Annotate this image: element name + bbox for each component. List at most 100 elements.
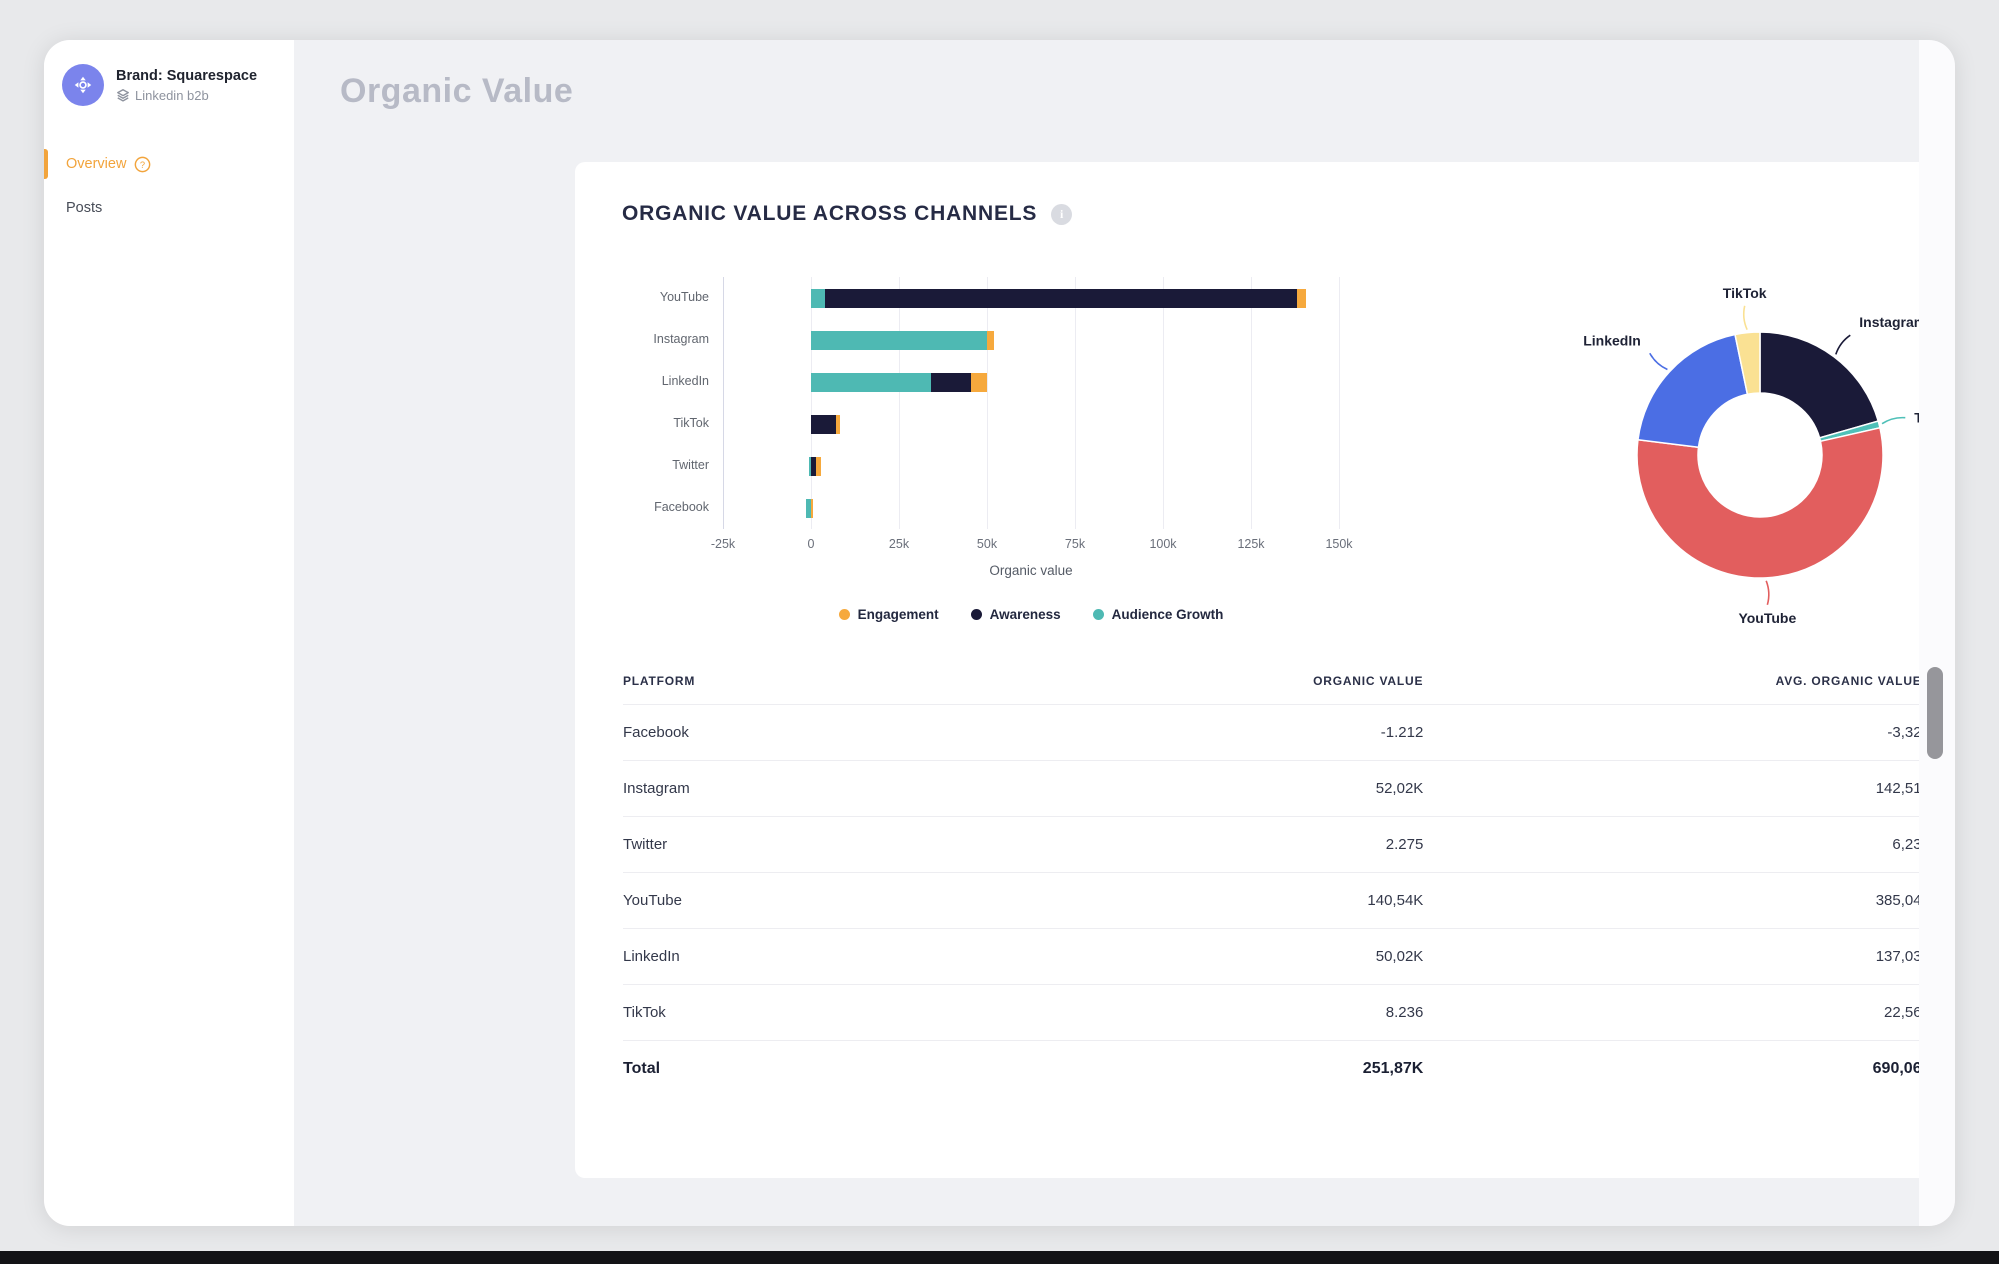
info-icon[interactable]: i (1051, 203, 1073, 225)
table-row: Twitter 2.275 6,23 (623, 816, 1955, 873)
scrollbar-track (1919, 40, 1955, 1226)
bar-segment-facebook-engagement[interactable] (811, 498, 813, 518)
organic-value-cell: 251,87K (1151, 1040, 1424, 1097)
table-row: YouTube 140,54K 385,04 (623, 872, 1955, 929)
legend-label: Awareness (989, 607, 1061, 622)
bar-segment-twitter-engagement[interactable] (816, 456, 822, 476)
platform-cell: Twitter (623, 816, 1152, 873)
donut-leader-line (1881, 416, 1906, 425)
table-row: Instagram 52,02K 142,51 (623, 760, 1955, 817)
bar-segment-youtube-awareness[interactable] (825, 288, 1297, 308)
bar-segment-youtube-audience-growth[interactable] (811, 288, 826, 308)
legend-label: Audience Growth (1111, 607, 1224, 622)
platform-table: PLATFORM ORGANIC VALUE AVG. ORGANIC VALUE F… (623, 662, 1955, 1097)
bar-segment-facebook-audience-growth[interactable] (806, 498, 811, 518)
platform-cell: Facebook (623, 704, 1152, 761)
bar-plot-area (723, 277, 1340, 529)
sidebar-item-posts[interactable]: Posts (44, 186, 294, 230)
brand-avatar-icon (74, 76, 92, 94)
avg-organic-value-cell: 142,51 (1423, 760, 1922, 817)
legend-item-engagement[interactable]: Engagement (838, 607, 939, 622)
sidebar: Brand: Squarespace Linkedin b2b Overview… (44, 40, 294, 1226)
table-row: TikTok 8.236 22,56 (623, 984, 1955, 1041)
card-title: ORGANIC VALUE ACROSS CHANNELS (622, 202, 1038, 225)
category-label: Facebook (654, 500, 709, 514)
active-indicator (44, 149, 48, 179)
gridline (723, 277, 724, 529)
x-tick-label: 50k (976, 537, 998, 551)
organic-value-card: ORGANIC VALUE ACROSS CHANNELS i -25k 0 25k… (575, 162, 1955, 1178)
bar-segment-twitter-awareness[interactable] (811, 456, 817, 476)
donut-slice-tiktok[interactable] (1734, 331, 1761, 396)
table-total-row: Total 251,87K 690,06 (623, 1040, 1955, 1097)
legend-label: Engagement (857, 607, 939, 622)
question-circle-icon[interactable]: ? (134, 156, 151, 173)
donut-slice-linkedin[interactable] (1637, 333, 1749, 449)
gridline (811, 277, 812, 529)
brand-avatar (62, 64, 104, 106)
column-header: ORGANIC VALUE (1313, 674, 1424, 688)
x-tick-label: 0 (807, 537, 815, 551)
svg-text:?: ? (140, 159, 145, 169)
table-row: Facebook -1.212 -3,32 (623, 704, 1955, 761)
avg-organic-value-cell: 385,04 (1423, 872, 1922, 929)
bar-segment-linkedin-audience-growth[interactable] (811, 372, 931, 392)
donut-label-linkedin: LinkedIn (1583, 332, 1641, 348)
main-content: Organic Value ORGANIC VALUE ACROSS CHANN… (294, 40, 1955, 1226)
bar-segment-twitter-audience-growth[interactable] (808, 456, 811, 476)
column-header: AVG. ORGANIC VALUE (1775, 674, 1922, 688)
layers-icon (117, 89, 129, 102)
x-tick-label: -25k (710, 537, 736, 551)
gridline (1075, 277, 1076, 529)
app-window: Brand: Squarespace Linkedin b2b Overview… (44, 40, 1955, 1226)
category-label: LinkedIn (661, 374, 709, 388)
category-label: TikTok (673, 416, 709, 430)
x-tick-label: 150k (1325, 537, 1353, 551)
sidebar-nav: Overview ? Posts (44, 142, 294, 230)
scrollbar-thumb[interactable] (1927, 667, 1943, 759)
donut-slice-instagram[interactable] (1759, 331, 1880, 439)
sidebar-item-label: Overview (66, 156, 127, 172)
legend-item-awareness[interactable]: Awareness (970, 607, 1061, 622)
bar-segment-tiktok-awareness[interactable] (811, 414, 836, 434)
stacked-bar-chart: -25k 0 25k 50k 75k 100k 125k 150k YouTube Instagr… (575, 257, 1395, 657)
bar-segment-instagram-engagement[interactable] (987, 330, 995, 350)
screen-bottom-bar (0, 1251, 1999, 1264)
category-label: Twitter (672, 458, 709, 472)
donut-leader-line (1765, 580, 1770, 606)
chart-legend: Engagement Awareness Audience Growth (723, 607, 1339, 622)
platform-cell: YouTube (623, 872, 1152, 929)
avg-organic-value-cell: 6,23 (1423, 816, 1922, 873)
organic-value-cell: -1.212 (1151, 704, 1424, 761)
donut-leader-line (1649, 352, 1668, 371)
avg-organic-value-cell: 690,06 (1423, 1040, 1922, 1097)
legend-dot (1092, 609, 1104, 620)
gridline (899, 277, 900, 529)
legend-item-audience-growth[interactable]: Audience Growth (1092, 607, 1224, 622)
organic-value-cell: 140,54K (1151, 872, 1424, 929)
platform-cell: LinkedIn (623, 928, 1152, 985)
sidebar-item-label: Posts (66, 200, 103, 216)
gridline (1339, 277, 1340, 529)
bar-segment-youtube-engagement[interactable] (1296, 288, 1306, 308)
bar-segment-instagram-audience-growth[interactable] (811, 330, 987, 350)
gridline (987, 277, 988, 529)
bar-segment-linkedin-awareness[interactable] (930, 372, 972, 392)
gridline (1251, 277, 1252, 529)
gridline (1163, 277, 1164, 529)
sidebar-item-overview[interactable]: Overview ? (44, 142, 294, 186)
platform-cell: Instagram (623, 760, 1152, 817)
donut-leader-line (1835, 334, 1851, 355)
donut-label-youtube: YouTube (1738, 610, 1796, 626)
donut-label-instagram: Instagram (1859, 314, 1926, 330)
donut-chart: InstagramTwitterYouTubeLinkedInTikTok (1435, 222, 1955, 692)
donut-slice-youtube[interactable] (1636, 426, 1884, 579)
bar-segment-tiktok-engagement[interactable] (835, 414, 840, 434)
table-header-row: PLATFORM ORGANIC VALUE AVG. ORGANIC VALUE (623, 662, 1955, 705)
bar-segment-linkedin-engagement[interactable] (971, 372, 988, 392)
avg-organic-value-cell: 22,56 (1423, 984, 1922, 1041)
x-tick-label: 100k (1149, 537, 1177, 551)
x-tick-label: 25k (888, 537, 910, 551)
brand-row[interactable]: Brand: Squarespace Linkedin b2b (44, 40, 294, 124)
organic-value-cell: 2.275 (1151, 816, 1424, 873)
